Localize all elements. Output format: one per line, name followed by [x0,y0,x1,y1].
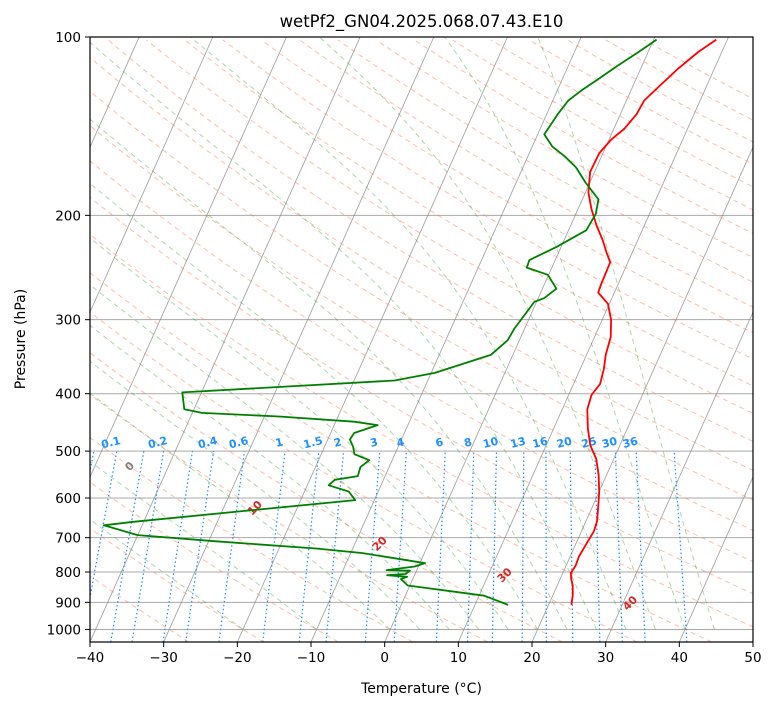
mixing-ratio-label: 3 [369,435,380,449]
mixing-ratio-label: 36 [621,434,639,450]
mixing-ratio-label: 16 [531,434,549,450]
sounding-profiles [102,38,717,606]
dry-adiabat [260,39,753,334]
y-tick-label: 700 [55,531,81,547]
y-tick-label: 400 [55,387,81,403]
mixing-ratio-label: 20 [555,434,573,450]
isotherm--40 [90,37,361,642]
x-tick-label: 50 [744,650,761,666]
moist-adiabat [90,237,509,630]
x-tick-label: −40 [76,650,105,666]
mixing-ratio-label: 1 [274,435,285,449]
dry-adiabat [90,352,563,642]
isotherm-0 [384,37,656,642]
moist-adiabat [90,324,450,630]
axes: −40 −30 −20 −10 0 10 20 30 40 50 1000 900 800 700 600 5… [47,30,762,666]
y-tick-label: 100 [55,30,81,46]
dry-adiabat [90,124,753,531]
temperature-profile [570,38,717,606]
dry-adiabat [90,272,712,642]
dry-adiabat [375,39,753,259]
mixing-ratio-label: 0.2 [147,434,169,451]
mixing-ratio-label: 0.4 [197,434,219,451]
line-labels: 0.10.20.40.611.52346810131620253036-100-… [100,434,641,613]
moist-adiabat [90,360,421,630]
dry-adiabat [528,39,753,165]
y-tick-label: 800 [55,565,81,581]
mixing-ratio-label: 4 [395,435,406,450]
x-tick-label: 0 [380,650,389,666]
x-tick-label: −30 [149,650,178,666]
mixing-ratio-line [90,450,118,601]
x-tick-label: 30 [597,650,614,666]
x-tick-label: −10 [297,650,326,666]
isotherm--60 [90,37,214,314]
moist-adiabat [90,392,391,630]
mixing-ratio-line [162,451,194,642]
y-tick-label: 900 [55,595,81,611]
mixing-ratio-line [262,451,286,642]
dry-adiabat [90,481,339,642]
mixing-ratio-label: 0.1 [100,434,122,451]
y-tick-label: 1000 [47,622,81,638]
mixing-ratio-line [185,451,215,642]
isotherm--10 [310,37,582,642]
y-axis-title: Pressure (hPa) [13,289,29,389]
dry-adiabat [90,311,638,642]
plot-frame [89,36,754,643]
moist-adiabat [190,37,627,630]
dry-adiabat [90,56,753,471]
dewpoint-profile [102,38,658,606]
y-tick-label: 300 [55,313,81,329]
mixing-ratio-label: 10 [482,434,500,450]
moist-adiabat [90,284,480,630]
x-tick-label: 10 [450,650,467,666]
isotherm--70 [90,37,140,149]
isotherm--50 [90,37,287,479]
y-tick-label: 500 [55,444,81,460]
moist-adiabat [537,37,715,630]
mixing-ratio-label: 13 [509,435,527,451]
isotherm-10 [457,37,729,642]
isotherm-40 [678,475,753,642]
mixing-ratio-label: 8 [463,435,474,449]
x-axis-title: Temperature (°C) [360,681,482,697]
y-tick-label: 200 [55,208,81,224]
dry-adiabat [414,39,753,235]
moist-adiabat [90,182,539,630]
dry-adiabat [90,160,753,563]
dry-adiabat [90,527,264,642]
mixing-ratio-label: 6 [434,435,445,450]
isotherm-30 [605,310,753,642]
dry-adiabat [90,90,753,501]
chart-title: wetPf2_GN04.2025.068.07.43.E10 [280,12,564,32]
mixing-ratio-line [131,451,165,642]
mixing-ratio-label: 0.6 [228,434,250,451]
isotherm--20 [236,37,508,642]
mixing-ratio-label: 2 [332,435,343,449]
mixing-ratio-label: 30 [601,434,619,450]
mixing-ratio-label: 1.5 [302,434,324,451]
dry-adiabat [222,39,753,360]
y-tick-label: 600 [55,491,81,507]
moist-adiabat [90,118,568,630]
x-tick-label: −20 [223,650,252,666]
x-tick-label: 40 [671,650,688,666]
dry-adiabat [107,39,753,443]
mixing-ratio-line [218,451,246,642]
isotherm-20 [531,146,753,642]
x-tick-label: 20 [523,650,540,666]
mixing-ratio-line [110,451,145,642]
moist-adiabat [90,41,597,630]
